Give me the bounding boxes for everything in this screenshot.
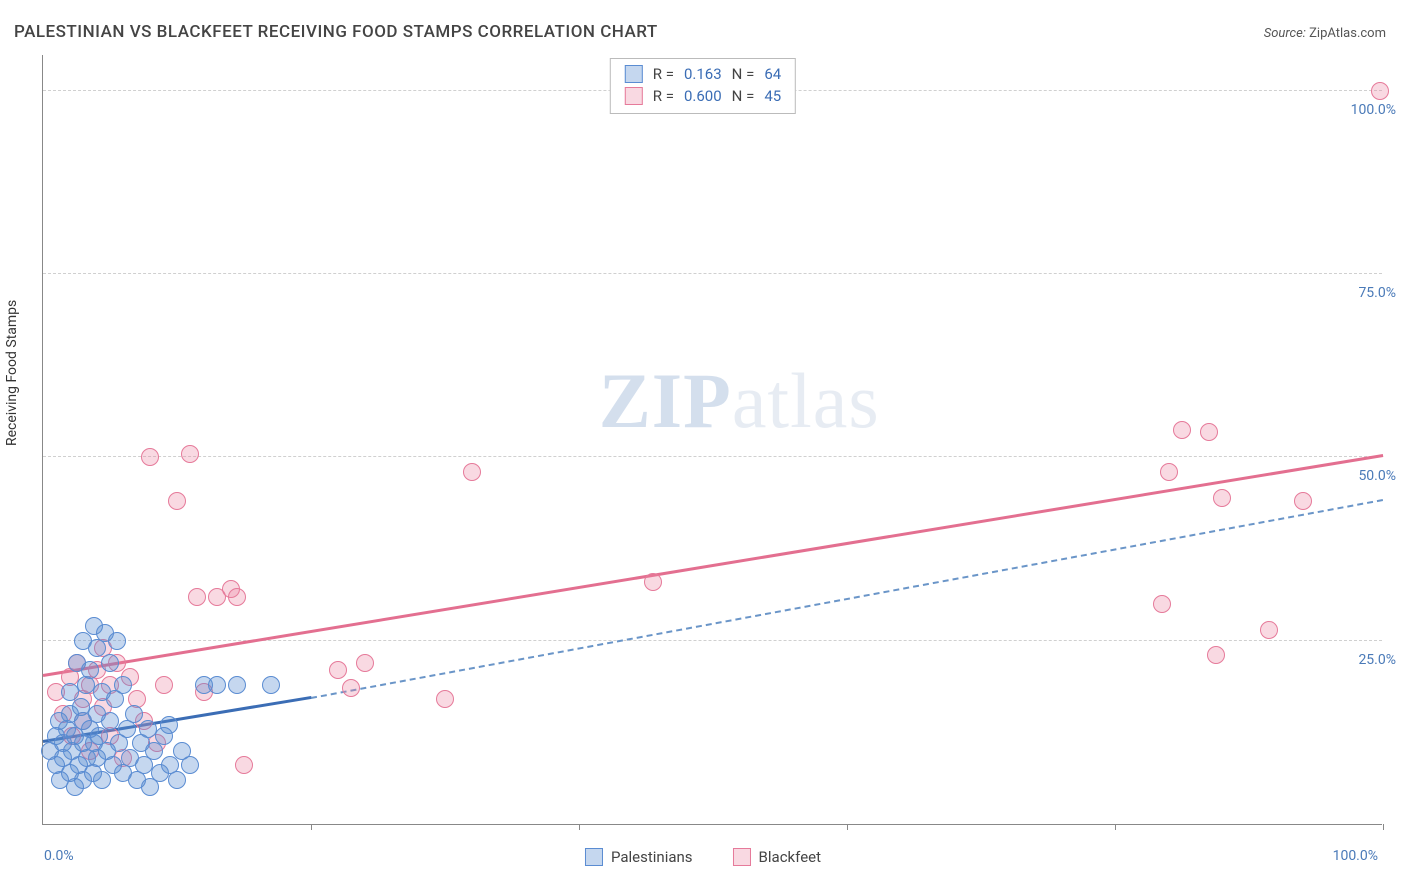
x-origin-label: 0.0% — [44, 848, 74, 864]
n-label: N = — [732, 65, 755, 83]
y-axis-label: Receiving Food Stamps — [4, 300, 20, 446]
gridline — [43, 273, 1382, 274]
watermark: ZIPatlas — [599, 356, 880, 446]
data-point-blackfeet — [188, 588, 206, 606]
swatch-blue — [585, 848, 603, 866]
data-point-blackfeet — [1207, 646, 1225, 664]
data-point-blackfeet — [1173, 421, 1191, 439]
r-label: R = — [653, 65, 674, 83]
trendline-palestinians-extrapolated — [311, 499, 1383, 699]
data-point-blackfeet — [342, 679, 360, 697]
trendline-blackfeet — [43, 454, 1383, 677]
n-value: 45 — [764, 87, 781, 105]
data-point-blackfeet — [356, 654, 374, 672]
data-point-blackfeet — [168, 492, 186, 510]
x-tick — [1383, 824, 1384, 830]
data-point-blackfeet — [644, 573, 662, 591]
x-tick — [579, 824, 580, 830]
data-point-blackfeet — [181, 445, 199, 463]
scatter-chart: ZIPatlas — [42, 55, 1382, 825]
y-tick-label: 25.0% — [1358, 652, 1396, 668]
r-label: R = — [653, 87, 674, 105]
data-point-blackfeet — [1260, 621, 1278, 639]
x-tick — [311, 824, 312, 830]
source-attribution: Source: ZipAtlas.com — [1264, 26, 1386, 41]
data-point-blackfeet — [1200, 423, 1218, 441]
source-label: Source: — [1264, 26, 1306, 41]
data-point-blackfeet — [1160, 463, 1178, 481]
legend-label: Blackfeet — [759, 848, 821, 866]
data-point-palestinians — [93, 771, 111, 789]
legend-item: Blackfeet — [733, 848, 821, 866]
y-tick-label: 100.0% — [1351, 102, 1396, 118]
data-point-palestinians — [101, 654, 119, 672]
watermark-light: atlas — [732, 357, 880, 444]
data-point-blackfeet — [1153, 595, 1171, 613]
x-tick — [1115, 824, 1116, 830]
n-value: 64 — [764, 65, 781, 83]
data-point-palestinians — [108, 632, 126, 650]
chart-title: PALESTINIAN VS BLACKFEET RECEIVING FOOD … — [14, 22, 658, 42]
watermark-bold: ZIP — [599, 357, 732, 444]
data-point-palestinians — [228, 676, 246, 694]
data-point-blackfeet — [1213, 489, 1231, 507]
swatch-pink — [733, 848, 751, 866]
r-value: 0.163 — [684, 65, 722, 83]
data-point-palestinians — [181, 756, 199, 774]
series-legend: Palestinians Blackfeet — [585, 848, 821, 866]
data-point-palestinians — [114, 676, 132, 694]
x-max-label: 100.0% — [1333, 848, 1378, 864]
data-point-palestinians — [81, 661, 99, 679]
swatch-blue — [625, 65, 643, 83]
data-point-palestinians — [168, 771, 186, 789]
x-tick — [847, 824, 848, 830]
swatch-pink — [625, 87, 643, 105]
data-point-blackfeet — [155, 676, 173, 694]
y-tick-label: 50.0% — [1358, 468, 1396, 484]
data-point-palestinians — [262, 676, 280, 694]
legend-label: Palestinians — [611, 848, 693, 866]
data-point-palestinians — [160, 716, 178, 734]
legend-item: Palestinians — [585, 848, 693, 866]
data-point-blackfeet — [1294, 492, 1312, 510]
n-label: N = — [732, 87, 755, 105]
data-point-palestinians — [101, 712, 119, 730]
gridline — [43, 456, 1382, 457]
data-point-blackfeet — [141, 448, 159, 466]
legend-row: R = 0.163 N = 64 — [625, 63, 781, 85]
data-point-blackfeet — [228, 588, 246, 606]
data-point-blackfeet — [235, 756, 253, 774]
y-tick-label: 75.0% — [1358, 285, 1396, 301]
data-point-blackfeet — [436, 690, 454, 708]
data-point-palestinians — [208, 676, 226, 694]
correlation-legend: R = 0.163 N = 64 R = 0.600 N = 45 — [610, 58, 796, 114]
data-point-blackfeet — [463, 463, 481, 481]
r-value: 0.600 — [684, 87, 722, 105]
source-value: ZipAtlas.com — [1309, 26, 1386, 41]
data-point-palestinians — [125, 705, 143, 723]
legend-row: R = 0.600 N = 45 — [625, 85, 781, 107]
data-point-blackfeet — [329, 661, 347, 679]
data-point-blackfeet — [1371, 82, 1389, 100]
